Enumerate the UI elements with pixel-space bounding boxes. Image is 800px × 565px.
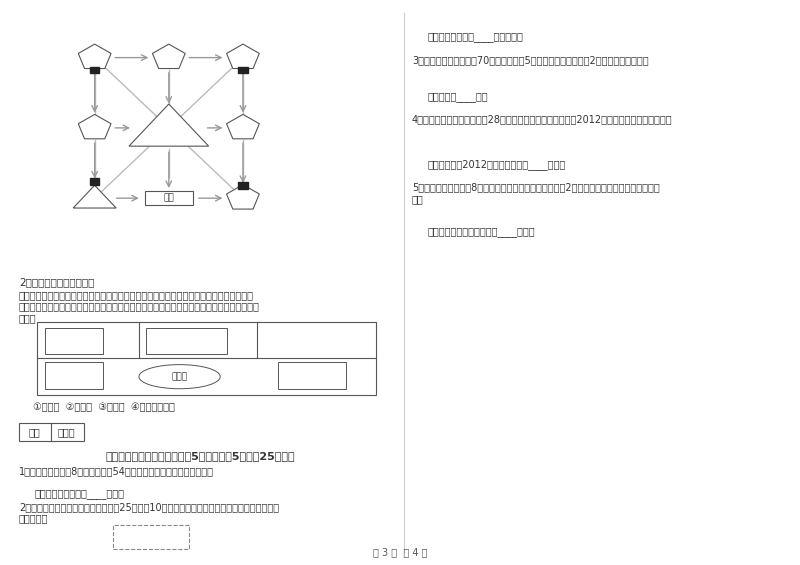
Bar — [90, 67, 99, 73]
Bar — [90, 178, 99, 185]
Text: 「走进服装城大门，正北面是假山石和童装区，假山的东面是中老年服装区，假山的西北: 「走进服装城大门，正北面是假山石和童装区，假山的东面是中老年服装区，假山的西北 — [19, 290, 254, 300]
Text: 第 3 页  共 4 页: 第 3 页 共 4 页 — [373, 547, 427, 557]
Ellipse shape — [139, 364, 220, 389]
Text: 答：另一个正方形的周长是____分米。: 答：另一个正方形的周长是____分米。 — [428, 227, 535, 237]
Bar — [238, 182, 248, 189]
Bar — [146, 328, 227, 354]
Text: 4．一头奶牛一天大约可挤奙28千克，照这样计算，这头奶牛2012年二月份可挤奖多少千克？: 4．一头奶牛一天大约可挤奙28千克，照这样计算，这头奶牛2012年二月份可挤奖多… — [412, 114, 673, 124]
Text: 假山石: 假山石 — [171, 372, 188, 381]
Bar — [278, 362, 346, 389]
FancyBboxPatch shape — [145, 192, 193, 205]
Polygon shape — [226, 44, 259, 68]
Text: 置上。: 置上。 — [19, 314, 37, 323]
Polygon shape — [226, 185, 259, 209]
Polygon shape — [226, 114, 259, 139]
Bar — [46, 328, 103, 354]
Text: 5．一个正方形边长是8分米，另一个正方形的边长是它的2倍，另一个正方形的周长是多少分: 5．一个正方形边长是8分米，另一个正方形的边长是它的2倍，另一个正方形的周长是多… — [412, 182, 660, 193]
Text: 2．仔细观察，认真填空。: 2．仔细观察，认真填空。 — [19, 277, 94, 287]
Text: 米？: 米？ — [412, 194, 424, 204]
Text: 评卷人: 评卷人 — [58, 427, 75, 437]
Text: 1．学校食堂买大籸8袋，每袋大籸54千克，学校食堂买大籸多少千克？: 1．学校食堂买大籸8袋，每袋大籸54千克，学校食堂买大籸多少千克？ — [19, 466, 214, 476]
Bar — [19, 423, 84, 441]
Bar — [46, 362, 103, 389]
Text: 答：这头奶牛2012年二月份可挤奖____千克。: 答：这头奶牛2012年二月份可挤奖____千克。 — [428, 159, 566, 170]
Text: （见下图）: （见下图） — [19, 514, 48, 524]
Polygon shape — [129, 104, 209, 146]
Text: 答：学校食堂买大籸____千克。: 答：学校食堂买大籸____千克。 — [35, 489, 125, 499]
Text: 六、活用知识，解决问题（兲5小题，每题5分，全25分）。: 六、活用知识，解决问题（兲5小题，每题5分，全25分）。 — [106, 451, 295, 461]
Bar — [38, 322, 376, 395]
Bar — [113, 525, 189, 549]
Polygon shape — [78, 114, 111, 139]
Text: ①童装区  ②男装区  ③女装区  ④中老年服装区: ①童装区 ②男装区 ③女装区 ④中老年服装区 — [34, 402, 175, 412]
Text: 得分: 得分 — [29, 427, 41, 437]
Text: 边是男装区，男装区的南边是女装区，」，根据以上的描述请你把服装城的序号标在适当的位: 边是男装区，男装区的南边是女装区，」，根据以上的描述请你把服装城的序号标在适当的… — [19, 302, 260, 312]
Text: 答：最少需要准备____米的篹箆。: 答：最少需要准备____米的篹箆。 — [428, 32, 524, 42]
Text: 3．红星小学操场的长是70米，宽比长短5米，亮亮绕着操场跑了2圈，他跑了多少米？: 3．红星小学操场的长是70米，宽比长短5米，亮亮绕着操场跑了2圈，他跑了多少米？ — [412, 55, 649, 65]
Polygon shape — [78, 44, 111, 68]
Polygon shape — [153, 44, 185, 68]
Bar — [238, 67, 248, 73]
Polygon shape — [73, 185, 116, 208]
Text: 大门: 大门 — [163, 194, 174, 203]
Text: 2．王大妈沿着一条可用篹箆围一个长25米，分10米的长方形菜地，最少需要准备多长的篹箆？: 2．王大妈沿着一条可用篹箆围一个长25米，分10米的长方形菜地，最少需要准备多长… — [19, 502, 279, 512]
Text: 答：他跑了____米。: 答：他跑了____米。 — [428, 93, 489, 102]
